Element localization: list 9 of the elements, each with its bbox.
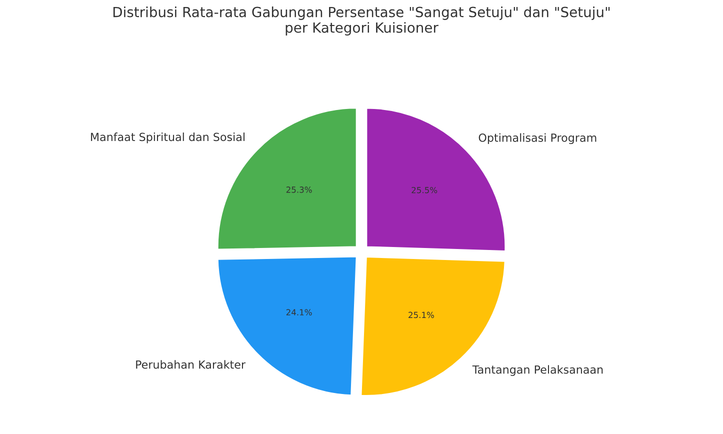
chart-title: Distribusi Rata-rata Gabungan Persentase "Sangat Setuju" dan "Setuju" per Kategori Kuisioner xyxy=(113,6,610,36)
slice-label: Perubahan Karakter xyxy=(136,360,246,369)
data-label: 25.1% xyxy=(408,312,434,318)
data-label: 25.3% xyxy=(286,186,312,193)
slice-label: Optimalisasi Program xyxy=(478,133,596,144)
data-label: 24.1% xyxy=(286,309,312,316)
slice-label: Manfaat Spiritual dan Sosial xyxy=(91,132,244,144)
slice-label: Tantangan Pelaksanaan xyxy=(472,365,603,376)
data-label: 25.5% xyxy=(412,186,438,194)
